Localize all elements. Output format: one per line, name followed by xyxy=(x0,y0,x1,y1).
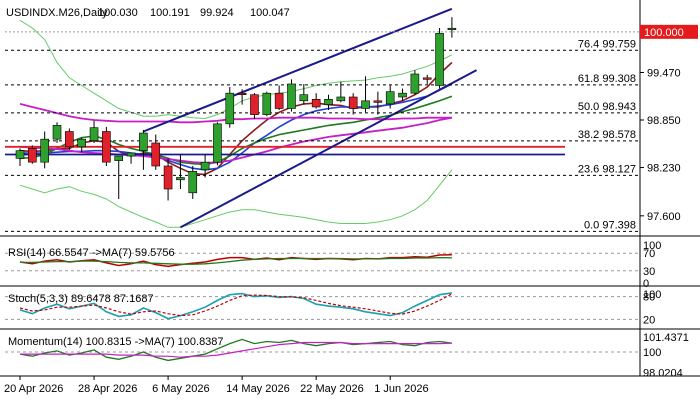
candle-body-1 xyxy=(15,150,25,159)
candle-body-28 xyxy=(348,96,358,109)
candle-body-33 xyxy=(410,73,420,94)
momentum-line xyxy=(19,338,452,362)
candle-body-14 xyxy=(176,177,185,181)
candle-body-4 xyxy=(52,125,62,140)
channel-line-2 xyxy=(179,69,478,229)
ohlc-open: 100.030 xyxy=(98,7,138,19)
rsi-tick-4: 0 xyxy=(643,278,649,290)
fib-label-3: 50.0 98.943 xyxy=(578,101,636,113)
candle-body-25 xyxy=(311,99,321,108)
candle-body-11 xyxy=(139,132,148,151)
channel-line-1 xyxy=(143,7,453,133)
candle-body-26 xyxy=(324,99,333,105)
stoch-label: Stoch(5,3,3) 89.6478 87.1687 xyxy=(8,293,154,305)
candle-body-17 xyxy=(213,123,222,163)
moving-average-2 xyxy=(20,83,453,171)
candle-body-18 xyxy=(225,92,235,125)
candle-body-5 xyxy=(65,131,74,148)
time-label-1: 20 Apr 2026 xyxy=(4,383,63,395)
stoch-panel xyxy=(5,292,638,320)
candle-body-13 xyxy=(163,165,173,190)
momentum-tick-2: 100 xyxy=(643,347,661,359)
label-layer: USDINDX.M26,Daily 100.030 100.191 99.924… xyxy=(6,7,290,348)
candle-body-34 xyxy=(422,77,432,80)
current-price-label: 100.000 xyxy=(644,27,684,39)
momentum-tick-3: 98.0204 xyxy=(643,368,683,380)
candle-body-27 xyxy=(336,96,346,102)
stoch-tick-1: 100 xyxy=(643,289,661,301)
rsi-panel xyxy=(5,252,638,272)
stoch-tick-2: 80 xyxy=(643,292,655,304)
candle-body-9 xyxy=(114,155,124,161)
candle-body-8 xyxy=(102,131,111,163)
stoch-signal xyxy=(19,293,453,317)
ohlc-high: 100.191 xyxy=(150,7,190,19)
candle-body-22 xyxy=(274,92,284,109)
ohlc-low: 99.924 xyxy=(200,7,234,19)
fib-label-4: 38.2 98.578 xyxy=(578,129,636,141)
candle-body-7 xyxy=(89,127,99,141)
time-label-5: 22 May 2026 xyxy=(300,383,364,395)
price-tick-label-2: 98.850 xyxy=(647,115,681,127)
candle-body-19 xyxy=(237,92,247,95)
rsi-label: RSI(14) 66.5547 ->MA(7) 59.5756 xyxy=(8,247,175,259)
time-label-4: 14 May 2026 xyxy=(226,383,290,395)
candle-body-10 xyxy=(126,152,136,157)
candle-body-36 xyxy=(447,27,457,31)
stoch-main xyxy=(19,292,453,320)
candle-body-35 xyxy=(435,33,444,86)
candle-body-21 xyxy=(262,92,272,115)
fib-label-5: 23.6 98.127 xyxy=(578,163,636,175)
chart-title: USDINDX.M26,Daily xyxy=(6,7,108,19)
price-panel: 76.4 99.759 61.8 99.308 50.0 98.943 38.2 98… xyxy=(5,7,640,232)
momentum-label: Momentum(14) 100.8315 ->MA(7) 100.8387 xyxy=(8,336,224,348)
rsi-tick-2: 70 xyxy=(643,248,655,260)
moving-average-6 xyxy=(19,19,453,120)
candle-body-24 xyxy=(299,94,309,102)
rsi-tick-3: 30 xyxy=(643,266,655,278)
momentum-ma xyxy=(20,341,452,358)
candle-body-29 xyxy=(361,100,370,109)
current-price-box xyxy=(640,24,698,39)
stoch-tick-3: 20 xyxy=(643,314,655,326)
axis-layer: 99.47098.85098.23097.600100.000100703001… xyxy=(4,24,698,395)
candle-body-20 xyxy=(250,94,259,115)
candle-body-32 xyxy=(398,92,407,98)
momentum-panel xyxy=(5,338,638,362)
price-tick-label-1: 99.470 xyxy=(647,67,681,79)
price-tick-label-4: 97.600 xyxy=(647,211,681,223)
candle-body-31 xyxy=(385,91,395,105)
time-label-2: 28 Apr 2026 xyxy=(78,383,137,395)
rsi-ma xyxy=(20,256,452,265)
moving-average-4 xyxy=(19,103,452,124)
moving-average-5 xyxy=(19,116,453,164)
candle-body-30 xyxy=(373,100,383,103)
fib-label-2: 61.8 99.308 xyxy=(578,73,636,85)
moving-average-7 xyxy=(19,169,453,228)
time-label-3: 6 May 2026 xyxy=(152,383,209,395)
fib-label-1: 76.4 99.759 xyxy=(578,38,636,50)
rsi-tick-1: 100 xyxy=(643,240,661,252)
candle-body-23 xyxy=(287,83,296,109)
candle-body-3 xyxy=(40,138,49,163)
candle-body-15 xyxy=(188,171,198,194)
grid-layer xyxy=(0,0,700,377)
momentum-tick-1: 101.4371 xyxy=(643,332,689,344)
fib-label-6: 0.0 97.398 xyxy=(584,219,636,231)
ohlc-close: 100.047 xyxy=(250,7,290,19)
candle-body-2 xyxy=(28,148,37,163)
candle-body-16 xyxy=(200,161,210,171)
time-label-6: 1 Jun 2026 xyxy=(374,383,428,395)
price-tick-label-3: 98.230 xyxy=(647,163,681,175)
candle-body-12 xyxy=(151,142,161,167)
candle-body-6 xyxy=(77,138,86,148)
